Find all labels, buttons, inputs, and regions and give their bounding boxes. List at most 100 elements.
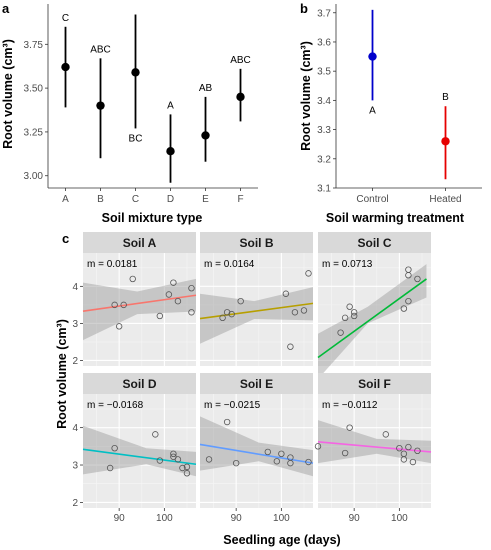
facet-confidence-band bbox=[200, 416, 313, 477]
facet-plot-background bbox=[83, 394, 196, 508]
facet-ytick-label: 2 bbox=[72, 356, 78, 367]
facet-xtick-label: 100 bbox=[156, 513, 173, 524]
facet-data-point bbox=[400, 450, 408, 458]
panel-a-mean-point bbox=[201, 131, 210, 140]
facet-slope-label: m = −0.0168 bbox=[87, 400, 144, 411]
facet-data-point bbox=[152, 431, 159, 438]
facet-data-point bbox=[170, 450, 177, 458]
panel-b-mean-point bbox=[441, 137, 450, 146]
facet-soil-d: Soil D m = −0.0168 2 3 4 90 100 bbox=[72, 373, 197, 524]
facet-regression-line bbox=[199, 443, 314, 464]
facet-data-point bbox=[174, 297, 182, 305]
panel-a-significance-letter: ABC bbox=[230, 55, 251, 66]
panel-a-xtick-label: A bbox=[62, 194, 69, 205]
panel-a-mean-point bbox=[166, 147, 175, 156]
facet-plot-background bbox=[83, 253, 196, 366]
facet-data-point bbox=[346, 424, 353, 431]
facet-slope-label: m = −0.0215 bbox=[204, 400, 261, 411]
facet-strip bbox=[318, 232, 431, 253]
panel-b-ytick-label: 3.7 bbox=[317, 8, 331, 19]
facet-xtick-label: 100 bbox=[391, 513, 408, 524]
facet-data-point bbox=[341, 449, 349, 457]
facet-strip-title: Soil A bbox=[123, 236, 157, 250]
facet-soil-f: Soil F m = −0.0112 90 100 bbox=[314, 373, 432, 524]
facet-data-point bbox=[183, 463, 191, 471]
panel-a-ylabel: Root volume (cm³) bbox=[1, 39, 15, 149]
facet-data-point bbox=[156, 457, 164, 464]
facet-soil-a: Soil A m = 0.0181 2 3 4 bbox=[72, 232, 197, 367]
panel-b-ytick-label: 3.1 bbox=[317, 184, 331, 195]
facet-data-point bbox=[188, 284, 195, 292]
facet-ytick-label: 3 bbox=[72, 461, 78, 472]
panel-a-xtick-label: E bbox=[202, 194, 209, 205]
panel-b-significance-letter: A bbox=[369, 105, 376, 116]
facet-data-point bbox=[120, 301, 127, 309]
facet-ytick-label: 2 bbox=[72, 498, 78, 509]
panel-b-ytick-label: 3.2 bbox=[317, 154, 331, 165]
facet-data-point bbox=[314, 443, 322, 450]
panel-b-ytick-label: 3.5 bbox=[317, 67, 331, 78]
panel-letter-a: a bbox=[2, 1, 10, 16]
facet-data-point bbox=[106, 464, 114, 472]
facet-data-point bbox=[287, 454, 294, 461]
facet-xtick-label: 100 bbox=[273, 513, 290, 524]
facet-soil-b: Soil B m = 0.0164 bbox=[199, 232, 314, 366]
panel-b-ytick-label: 3.4 bbox=[317, 96, 331, 107]
facet-regression-line bbox=[82, 294, 197, 312]
facet-confidence-band bbox=[83, 278, 196, 341]
facet-data-point bbox=[174, 456, 182, 463]
facet-ytick-label: 4 bbox=[72, 423, 78, 434]
facet-confidence-band bbox=[83, 425, 196, 477]
facet-ytick-label: 3 bbox=[72, 319, 78, 330]
panel-a-significance-letter: C bbox=[62, 13, 69, 24]
facet-data-point bbox=[278, 450, 285, 458]
facet-strip-title: Soil C bbox=[357, 236, 391, 250]
facet-data-point bbox=[337, 329, 344, 336]
facet-slope-label: m = −0.0112 bbox=[322, 400, 378, 411]
facet-data-point bbox=[264, 448, 271, 456]
panel-b-point-range-chart: Root volume (cm³) Soil warming treatment… bbox=[299, 4, 482, 225]
facet-data-point bbox=[291, 309, 299, 316]
panel-b-axes: 3.1 3.2 3.3 3.4 3.5 3.6 3.7 Control Heated bbox=[317, 4, 482, 205]
panel-a-mean-point bbox=[131, 68, 140, 77]
panel-b-ylabel: Root volume (cm³) bbox=[299, 41, 313, 151]
panel-a-axes: 3.003.253.503.75A B C D E F bbox=[24, 4, 258, 205]
facet-plot-background bbox=[318, 253, 431, 366]
panel-a-point-range-chart: Root volume (cm³) Soil mixture type 3.00… bbox=[1, 4, 258, 225]
facet-regression-line bbox=[199, 302, 314, 320]
facet-regression-line bbox=[317, 441, 432, 453]
facet-data-point bbox=[305, 458, 312, 466]
panel-b-xtick-label: Heated bbox=[429, 194, 461, 205]
facet-data-point bbox=[165, 291, 173, 298]
facet-data-point bbox=[346, 303, 353, 310]
facet-strip-title: Soil B bbox=[239, 236, 273, 250]
facet-data-point bbox=[405, 297, 412, 305]
facet-data-point bbox=[300, 307, 308, 314]
facet-confidence-band bbox=[318, 264, 427, 379]
facet-data-point bbox=[400, 305, 408, 312]
facet-data-point bbox=[223, 309, 231, 316]
panel-a-significance-letter: BC bbox=[129, 133, 143, 144]
facet-confidence-band bbox=[200, 287, 313, 344]
facet-xtick-label: 90 bbox=[349, 513, 361, 524]
facet-data-point bbox=[232, 459, 240, 467]
facet-soil-c: Soil C m = 0.0713 bbox=[317, 232, 431, 379]
facet-confidence-band bbox=[318, 420, 431, 464]
panel-a-ytick-label: 3.50 bbox=[24, 84, 44, 95]
facet-data-point bbox=[179, 464, 186, 472]
panel-a-xtick-label: D bbox=[167, 194, 174, 205]
panel-b-mean-point bbox=[368, 52, 377, 61]
facet-data-point bbox=[287, 343, 294, 350]
facet-data-point bbox=[223, 418, 231, 426]
panel-a-xtick-label: B bbox=[97, 194, 104, 205]
panel-a-marks: C ABC BC A AB ABC bbox=[61, 13, 251, 183]
facet-data-point bbox=[170, 279, 177, 286]
panel-a-xlabel: Soil mixture type bbox=[102, 211, 203, 225]
facet-data-point bbox=[382, 431, 389, 438]
facet-data-point bbox=[205, 456, 213, 463]
panel-a-ytick-label: 3.75 bbox=[24, 40, 44, 51]
panel-a-xtick-label: F bbox=[237, 194, 243, 205]
panel-b-ytick-label: 3.6 bbox=[317, 37, 331, 48]
panel-a-mean-point bbox=[236, 92, 245, 102]
